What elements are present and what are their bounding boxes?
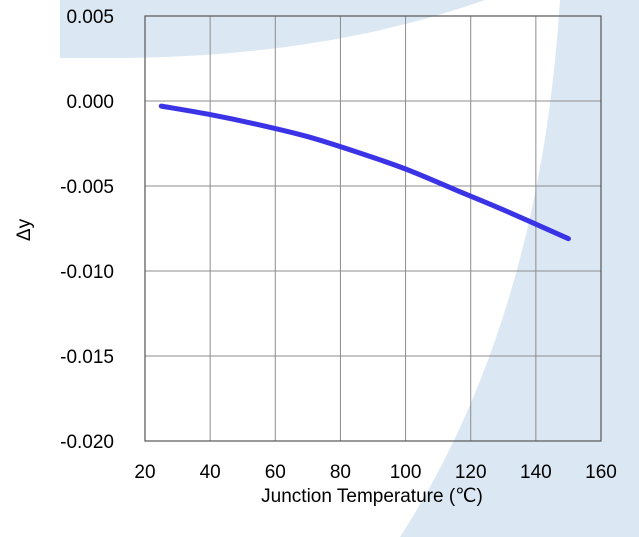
x-tick-label: 40 — [200, 462, 221, 483]
y-tick-label: -0.020 — [60, 432, 114, 453]
series-layer — [158, 103, 571, 242]
x-tick-label: 120 — [455, 462, 487, 483]
x-tick-label: 160 — [585, 462, 617, 483]
watermark-arc-band — [60, 0, 485, 58]
y-tick-label: -0.010 — [60, 262, 114, 283]
plot-frame — [144, 15, 602, 442]
x-tick-label: 60 — [265, 462, 286, 483]
x-tick-label: 20 — [134, 462, 155, 483]
watermark-band — [400, 0, 639, 537]
series-line — [158, 103, 571, 242]
x-tick-label: 80 — [330, 462, 351, 483]
y-tick-label: 0.000 — [66, 92, 114, 113]
x-tick-label: 140 — [520, 462, 552, 483]
y-tick-labels: 0.005 0.000 -0.005 -0.010 -0.015 -0.020 — [60, 7, 114, 453]
y-tick-label: -0.005 — [60, 177, 114, 198]
y-tick-label: 0.005 — [66, 7, 114, 28]
x-tick-label: 100 — [390, 462, 422, 483]
y-tick-label: -0.015 — [60, 347, 114, 368]
y-axis-label: Δy — [14, 218, 35, 241]
x-tick-labels: 20 40 60 80 100 120 140 160 — [134, 462, 616, 483]
x-axis-label: Junction Temperature (℃) — [261, 486, 483, 507]
